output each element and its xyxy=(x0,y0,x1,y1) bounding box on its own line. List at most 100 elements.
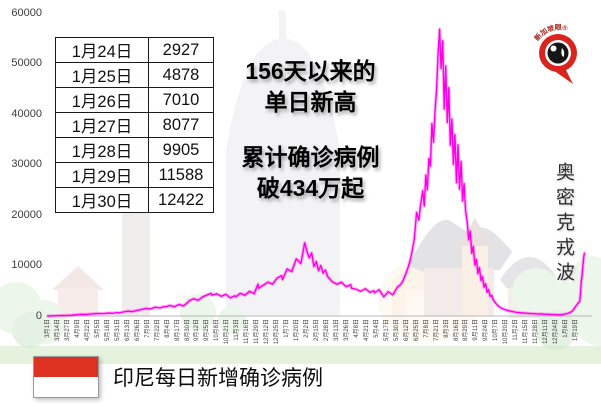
x-tick-label: 7月8日 xyxy=(423,319,430,338)
x-tick-label: 5月18日 xyxy=(104,319,111,342)
cases-cell: 8077 xyxy=(148,112,214,138)
x-tick-label: 3月13日 xyxy=(333,319,340,342)
x-tick-label: 10月20日 xyxy=(503,319,510,345)
table-row: 1月30日 12422 xyxy=(55,187,214,213)
x-tick-label: 1月7日 xyxy=(284,319,291,338)
x-tick-label: 5月17日 xyxy=(383,319,390,342)
x-tick-label: 8月4日 xyxy=(164,319,171,338)
table-row: 1月29日 11588 xyxy=(55,162,214,188)
x-tick-label: 3月26日 xyxy=(343,319,350,342)
x-tick-label: 11月16日 xyxy=(244,319,251,344)
record-high-text: 156天以来的 单日新高 xyxy=(213,56,408,118)
x-tick-label: 10月8日 xyxy=(214,319,221,342)
x-tick-label: 1月6日 xyxy=(563,319,569,338)
x-tick-label: 7月22日 xyxy=(154,319,161,342)
date-cell: 1月25日 xyxy=(55,62,149,88)
cases-cell: 7010 xyxy=(148,87,214,113)
cases-line-series xyxy=(47,28,586,317)
x-tick-label: 3月14日 xyxy=(55,319,61,342)
cases-cell: 12422 xyxy=(148,187,214,213)
table-row: 1月25日 4878 xyxy=(55,62,214,88)
x-tick-label: 11月29日 xyxy=(254,319,261,344)
x-tick-label: 2月2日 xyxy=(304,319,310,338)
logo-eye-silhouette xyxy=(561,48,565,57)
x-tick-label: 3月27日 xyxy=(64,319,71,342)
x-tick-label: 11月28日 xyxy=(533,319,540,344)
x-tick-label: 8月3日 xyxy=(443,319,450,338)
date-cell: 1月28日 xyxy=(55,137,149,163)
cumulative-line1: 累计确诊病例 xyxy=(241,144,380,170)
x-tick-label: 4月21日 xyxy=(363,319,370,342)
date-cell: 1月26日 xyxy=(55,87,149,113)
flag-red-band xyxy=(34,357,98,377)
table-row: 1月28日 9905 xyxy=(55,137,214,163)
x-tick-label: 12月11日 xyxy=(543,319,550,344)
x-tick-label: 5月4日 xyxy=(373,319,380,338)
x-tick-label: 8月16日 xyxy=(453,319,460,342)
x-tick-label: 12月12日 xyxy=(264,319,271,345)
x-tick-label: 2月28日 xyxy=(323,319,330,342)
headline-annotation: 156天以来的 单日新高 累计确诊病例 破434万起 xyxy=(213,56,408,204)
x-tick-label: 8月30日 xyxy=(184,319,191,342)
date-cell: 1月29日 xyxy=(55,162,149,188)
x-tick-label: 6月13日 xyxy=(124,319,131,342)
y-tick-label: 30000 xyxy=(11,158,42,170)
y-tick-label: 0 xyxy=(35,309,42,322)
x-tick-label: 7月21日 xyxy=(433,319,440,342)
date-cell: 1月27日 xyxy=(55,112,149,138)
flag-white-band xyxy=(34,377,98,397)
chart-caption: 印尼每日新增确诊病例 xyxy=(113,367,323,390)
x-tick-label: 2月15日 xyxy=(314,319,320,342)
x-tick-label: 10月7日 xyxy=(493,319,500,342)
x-tick-label: 1月19日 xyxy=(573,319,579,342)
logo-eye-glint xyxy=(550,45,557,52)
y-tick-label: 10000 xyxy=(11,259,42,271)
x-tick-label: 6月12日 xyxy=(403,319,410,342)
x-tick-label: 7月9日 xyxy=(144,319,151,338)
cases-cell: 4878 xyxy=(148,62,214,88)
daily-cases-table: 1月24日 2927 1月25日 4878 1月26日 7010 1月27日 8077 1月28… xyxy=(55,37,214,213)
logo-eye-icon xyxy=(547,42,569,64)
x-tick-label: 11月15日 xyxy=(523,319,530,344)
x-tick-label: 9月24日 xyxy=(483,319,490,342)
x-tick-label: 12月24日 xyxy=(553,319,560,345)
x-tick-label: 5月5日 xyxy=(94,319,101,338)
x-tick-label: 11月2日 xyxy=(513,319,520,341)
date-cell: 1月24日 xyxy=(55,37,149,63)
brand-logo: 新加坡眼® xyxy=(527,16,589,90)
table-row: 1月24日 2927 xyxy=(55,37,214,63)
x-tick-label: 6月26日 xyxy=(134,319,141,342)
x-tick-label: 4月8日 xyxy=(353,319,360,338)
cumulative-line2: 破434万起 xyxy=(256,175,365,201)
x-tick-label: 5月31日 xyxy=(114,319,121,342)
x-tick-label: 9月25日 xyxy=(204,319,211,342)
x-tick-label: 11月3日 xyxy=(234,319,241,341)
record-high-line1: 156天以来的 xyxy=(245,58,376,84)
date-cell: 1月30日 xyxy=(55,187,149,213)
x-tick-label: 10月21日 xyxy=(224,319,231,345)
table-row: 1月27日 8077 xyxy=(55,112,214,138)
x-tick-label: 5月30日 xyxy=(393,319,400,342)
x-tick-label: 9月11日 xyxy=(473,319,480,341)
y-tick-label: 20000 xyxy=(11,208,42,221)
x-tick-label: 4月9日 xyxy=(74,319,81,338)
y-tick-label: 60000 xyxy=(11,6,42,19)
chart-legend: 印尼每日新增确诊病例 xyxy=(33,356,323,398)
omicron-wave-label: 奥密克戎波 xyxy=(553,162,574,287)
x-tick-label: 12月25日 xyxy=(274,319,281,345)
x-tick-label: 4月22日 xyxy=(84,319,91,342)
indonesia-flag-icon xyxy=(33,356,99,398)
x-tick-label: 6月25日 xyxy=(413,319,420,342)
cases-cell: 2927 xyxy=(148,37,214,63)
y-tick-label: 50000 xyxy=(11,57,42,69)
cases-cell: 9905 xyxy=(148,137,214,163)
record-high-line2: 单日新高 xyxy=(264,89,357,115)
cases-cell: 11588 xyxy=(148,162,214,188)
x-tick-label: 8月17日 xyxy=(174,319,181,342)
cumulative-text: 累计确诊病例 破434万起 xyxy=(213,142,408,204)
y-tick-label: 40000 xyxy=(11,107,42,120)
x-tick-label: 8月29日 xyxy=(463,319,470,342)
x-tick-label: 1月20日 xyxy=(294,319,301,342)
